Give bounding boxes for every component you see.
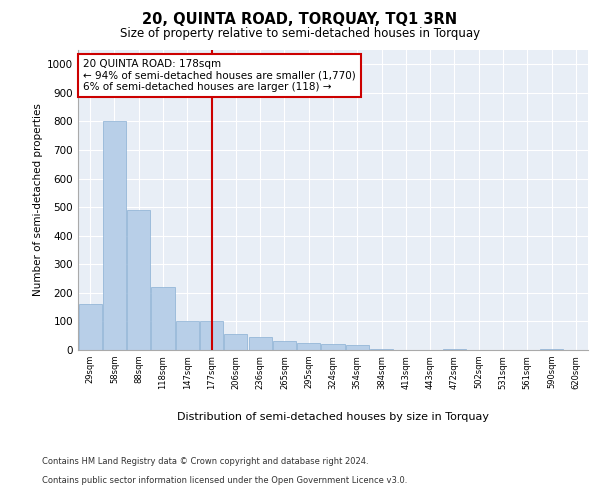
Text: 20, QUINTA ROAD, TORQUAY, TQ1 3RN: 20, QUINTA ROAD, TORQUAY, TQ1 3RN [142, 12, 458, 28]
Bar [176, 322, 199, 350]
Text: Distribution of semi-detached houses by size in Torquay: Distribution of semi-detached houses by … [177, 412, 489, 422]
Bar [200, 322, 223, 350]
Bar [127, 210, 150, 350]
Bar [322, 344, 344, 350]
Y-axis label: Number of semi-detached properties: Number of semi-detached properties [33, 104, 43, 296]
Bar [224, 334, 247, 350]
Bar [370, 348, 393, 350]
Bar [540, 348, 563, 350]
Bar [248, 337, 272, 350]
Bar [346, 345, 369, 350]
Bar [273, 342, 296, 350]
Bar [297, 343, 320, 350]
Bar [151, 287, 175, 350]
Bar [443, 348, 466, 350]
Text: Contains HM Land Registry data © Crown copyright and database right 2024.: Contains HM Land Registry data © Crown c… [42, 458, 368, 466]
Text: Size of property relative to semi-detached houses in Torquay: Size of property relative to semi-detach… [120, 28, 480, 40]
Bar [79, 304, 101, 350]
Text: 20 QUINTA ROAD: 178sqm
← 94% of semi-detached houses are smaller (1,770)
6% of s: 20 QUINTA ROAD: 178sqm ← 94% of semi-det… [83, 59, 356, 92]
Text: Contains public sector information licensed under the Open Government Licence v3: Contains public sector information licen… [42, 476, 407, 485]
Bar [103, 122, 126, 350]
